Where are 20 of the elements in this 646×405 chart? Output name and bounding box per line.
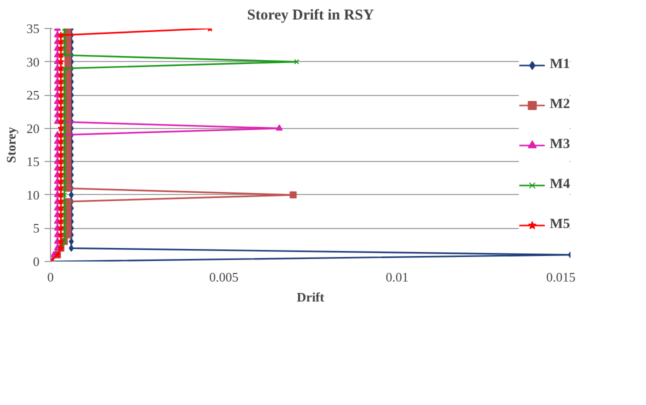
legend-label: M4 bbox=[550, 176, 570, 192]
y-tick-label: 0 bbox=[33, 254, 40, 269]
y-tick-label: 30 bbox=[26, 54, 40, 70]
y-tick-label: 25 bbox=[26, 88, 40, 103]
legend-label: M1 bbox=[550, 56, 570, 72]
legend-label: M2 bbox=[550, 96, 570, 112]
y-axis-title: Storey bbox=[4, 126, 18, 163]
x-tick-label: 0.015 bbox=[546, 270, 576, 284]
legend-label: M3 bbox=[550, 136, 570, 152]
y-tick-label: 5 bbox=[33, 220, 40, 236]
x-axis-title: Drift bbox=[296, 290, 325, 304]
chart-title: Storey Drift in RSY bbox=[247, 8, 374, 24]
x-tick-label: 0.01 bbox=[386, 270, 409, 284]
legend-label: M5 bbox=[550, 216, 570, 232]
x-tick-label: 0 bbox=[47, 270, 54, 284]
x-tick-label: 0.005 bbox=[209, 270, 238, 284]
y-tick-label: 20 bbox=[26, 120, 40, 136]
y-tick-label: 10 bbox=[26, 187, 40, 202]
y-tick-label: 35 bbox=[26, 21, 40, 36]
y-tick-label: 15 bbox=[26, 154, 40, 170]
